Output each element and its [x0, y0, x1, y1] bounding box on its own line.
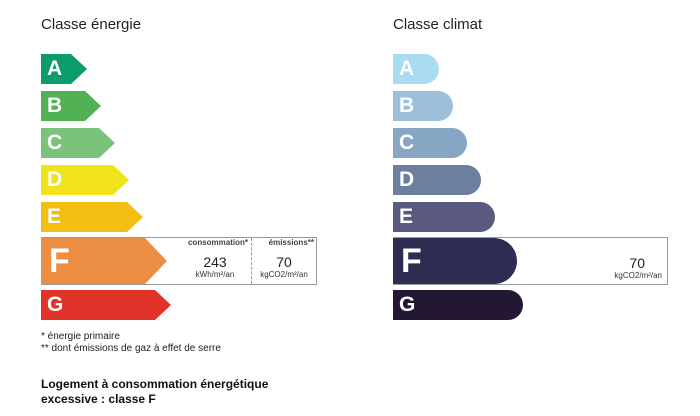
class-letter: A — [47, 57, 63, 80]
energie-class-g: G — [41, 290, 171, 320]
climat-class-d: D — [393, 165, 481, 195]
class-letter: F — [49, 241, 70, 280]
footnote-primary-energy: * énergie primaire — [41, 331, 120, 342]
consumption-cell: consommation* 243 kWh/m²/an — [180, 238, 250, 279]
emissions-header: émissions** — [268, 238, 314, 247]
energie-class-d: D — [41, 165, 129, 195]
class-letter: G — [399, 293, 416, 316]
emissions-unit: kgCO2/m²/an — [260, 270, 308, 279]
consumption-unit: kWh/m²/an — [195, 270, 235, 279]
class-letter: A — [399, 57, 415, 80]
climat-emissions-value: 70 — [629, 255, 645, 271]
emissions-cell: émissions** 70 kgCO2/m²/an — [252, 238, 316, 279]
energie-class-f-current: F — [41, 238, 167, 284]
class-letter: F — [401, 241, 422, 280]
class-letter: G — [47, 293, 64, 316]
climat-emissions-cell: 70 kgCO2/m²/an — [600, 238, 666, 280]
emissions-value: 70 — [276, 254, 292, 270]
climat-class-b: B — [393, 91, 453, 121]
verdict-line-1: Logement à consommation énergétique — [41, 377, 269, 391]
climat-class-f-current: F — [393, 238, 517, 284]
class-letter: C — [47, 131, 63, 154]
verdict-line-2: excessive : classe F — [41, 392, 156, 406]
consumption-value: 243 — [203, 254, 227, 270]
class-letter: B — [47, 94, 63, 117]
climat-class-c: C — [393, 128, 467, 158]
class-letter: E — [399, 205, 414, 228]
climat-class-e: E — [393, 202, 495, 232]
energie-class-b: B — [41, 91, 101, 121]
class-letter: E — [47, 205, 62, 228]
climat-class-a: A — [393, 54, 439, 84]
climat-title: Classe climat — [393, 16, 483, 33]
verdict: Logement à consommation énergétique exce… — [41, 377, 268, 407]
energie-title: Classe énergie — [41, 16, 142, 33]
footnote-gas-emissions: ** dont émissions de gaz à effet de serr… — [41, 343, 221, 354]
class-letter: B — [399, 94, 415, 117]
climat-class-g: G — [393, 290, 523, 320]
energie-class-a: A — [41, 54, 87, 84]
class-letter: D — [399, 168, 415, 191]
class-letter: D — [47, 168, 63, 191]
climat-emissions-unit: kgCO2/m²/an — [614, 271, 662, 280]
class-letter: C — [399, 131, 415, 154]
values-divider — [251, 238, 252, 284]
energie-class-c: C — [41, 128, 115, 158]
consumption-header: consommation* — [187, 238, 248, 247]
energie-class-e: E — [41, 202, 143, 232]
